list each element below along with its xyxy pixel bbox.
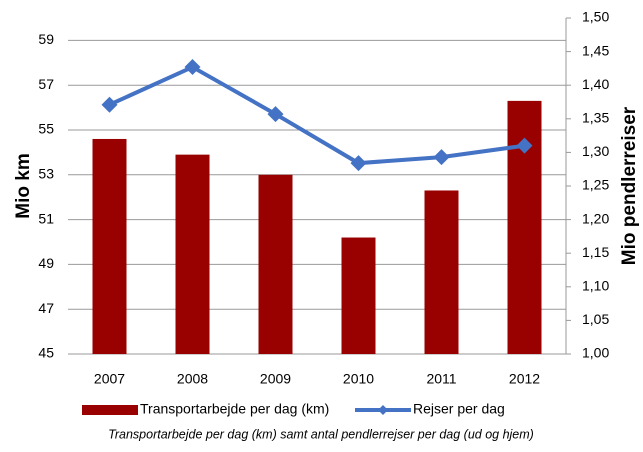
x-tick-label: 2009 [260, 371, 291, 387]
y2-tick-label: 1,50 [582, 9, 609, 25]
y-tick-label: 59 [38, 31, 54, 47]
x-tick-label: 2008 [177, 371, 208, 387]
y2-tick-label: 1,00 [582, 345, 609, 361]
marker [516, 137, 533, 154]
marker [184, 59, 201, 76]
legend-marker [378, 405, 388, 415]
y-tick-label: 45 [38, 345, 54, 361]
bar [341, 237, 376, 354]
y2-tick-label: 1,40 [582, 76, 609, 92]
marker [267, 106, 284, 123]
y2-tick-label: 1,35 [582, 110, 609, 126]
x-tick-label: 2010 [343, 371, 374, 387]
marker [350, 155, 367, 172]
y2-tick-label: 1,45 [582, 42, 609, 58]
legend-label: Transportarbejde per dag (km) [140, 401, 329, 417]
bar [92, 138, 127, 354]
y-tick-label: 57 [38, 76, 54, 92]
bar [175, 154, 210, 354]
marker [101, 96, 118, 113]
y2-axis-label: Mio pendlerreiser [619, 106, 640, 265]
y-tick-label: 51 [38, 210, 54, 226]
y2-tick-label: 1,15 [582, 244, 609, 260]
y2-tick-label: 1,20 [582, 210, 609, 226]
y-tick-label: 49 [38, 255, 54, 271]
y-tick-label: 55 [38, 121, 54, 137]
y-axis-label: Mio km [13, 153, 34, 218]
bar [424, 190, 459, 354]
legend-label: Rejser per dag [413, 401, 505, 417]
y-tick-label: 53 [38, 166, 54, 182]
x-tick-label: 2011 [426, 371, 456, 387]
y-tick-label: 47 [38, 300, 54, 316]
y2-tick-label: 1,25 [582, 177, 609, 193]
y2-tick-label: 1,05 [582, 311, 609, 327]
x-tick-label: 2012 [509, 371, 540, 387]
legend-swatch [82, 405, 138, 415]
bar [258, 174, 293, 354]
caption: Transportarbejde per dag (km) samt antal… [108, 427, 534, 441]
marker [433, 149, 450, 166]
y2-tick-label: 1,10 [582, 278, 609, 294]
x-tick-label: 2007 [94, 371, 125, 387]
y2-tick-label: 1,30 [582, 143, 609, 159]
line [108, 64, 525, 166]
